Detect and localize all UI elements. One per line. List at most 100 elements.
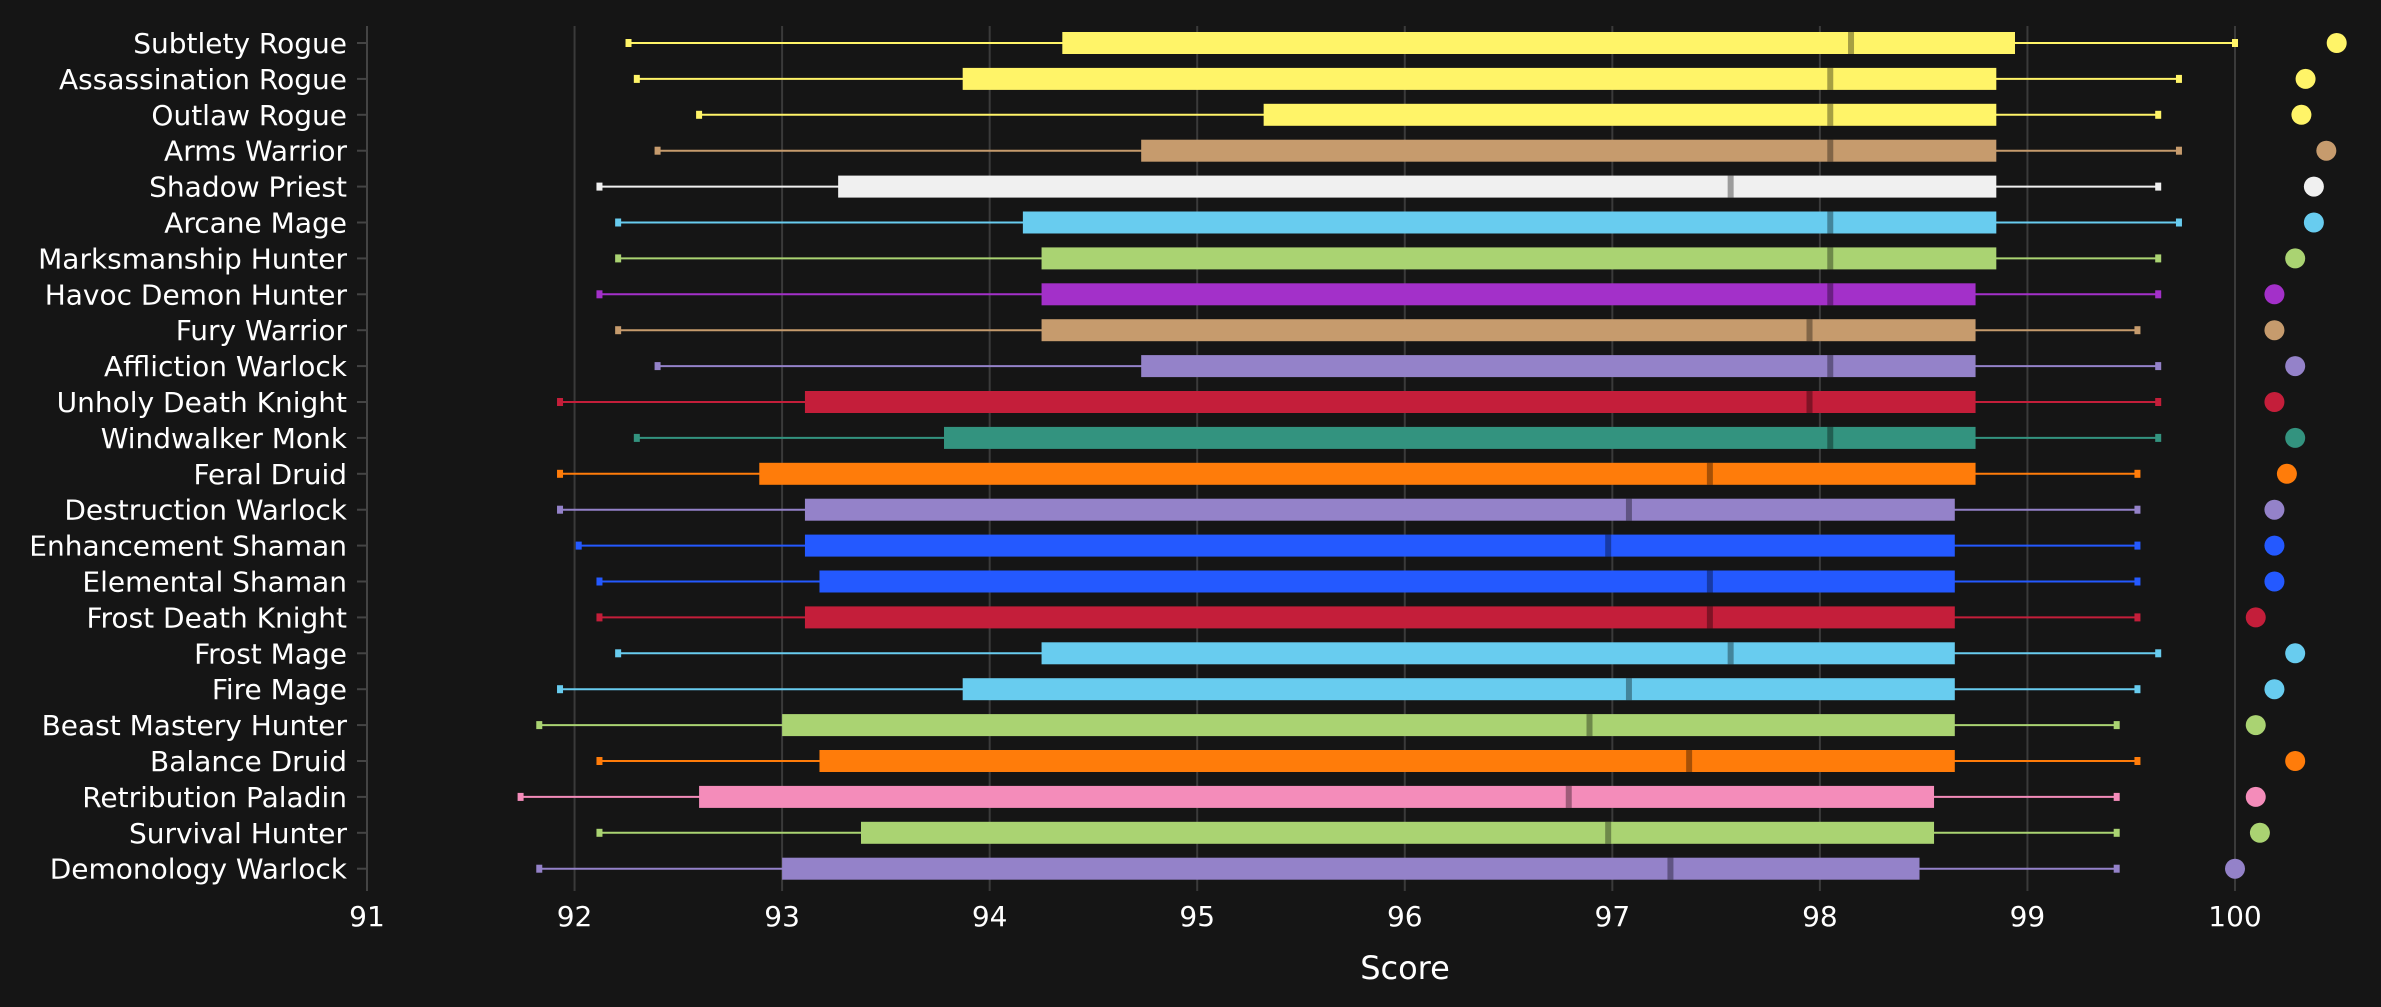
whisker-cap-min	[654, 362, 661, 371]
box-row: Enhancement Shaman	[29, 530, 2285, 563]
whisker-cap-min	[615, 326, 622, 335]
iqr-box	[944, 426, 1976, 449]
iqr-box	[804, 498, 1955, 521]
median-marker	[1706, 606, 1713, 629]
whisker-cap-min	[596, 290, 603, 299]
whisker-cap-max	[2113, 828, 2120, 837]
iqr-box	[1141, 139, 1997, 162]
iqr-box	[962, 67, 1997, 90]
median-marker	[1806, 319, 1813, 342]
box-row: Fire Mage	[212, 673, 2285, 706]
box-row: Elemental Shaman	[82, 566, 2285, 599]
whisker-cap-min	[696, 110, 703, 119]
whisker-cap-min	[615, 218, 622, 227]
top-score-dot	[2326, 33, 2347, 53]
category-label: Frost Mage	[194, 637, 347, 670]
median-marker	[1586, 714, 1593, 737]
iqr-box	[1041, 642, 1955, 665]
box-row: Assassination Rogue	[59, 63, 2316, 96]
whisker-cap-min	[557, 469, 564, 478]
whisker-cap-max	[2155, 398, 2162, 406]
whisker-cap-min	[654, 146, 661, 155]
whisker-cap-max	[2175, 218, 2182, 227]
box-row: Feral Druid	[193, 458, 2297, 491]
whisker-cap-max	[2155, 362, 2162, 371]
iqr-box	[759, 462, 1976, 485]
whisker-cap-min	[596, 182, 603, 191]
median-marker	[1625, 678, 1632, 701]
iqr-box	[782, 857, 1920, 880]
x-tick-label: 95	[1179, 900, 1215, 933]
top-score-dot	[2285, 643, 2306, 664]
median-marker	[1827, 247, 1834, 270]
median-marker	[1686, 750, 1693, 772]
top-score-dot	[2245, 607, 2266, 628]
whisker-cap-max	[2134, 505, 2141, 514]
x-tick-label: 99	[2010, 900, 2046, 933]
whisker-cap-min	[615, 254, 622, 263]
top-score-dot	[2303, 176, 2324, 197]
median-marker	[1727, 642, 1734, 665]
iqr-box	[1041, 283, 1976, 306]
whisker-cap-min	[615, 649, 622, 658]
x-tick-label: 91	[349, 900, 385, 933]
whisker-cap-max	[2113, 792, 2120, 801]
top-score-dot	[2295, 68, 2316, 89]
median-marker	[1827, 211, 1834, 234]
category-label: Affliction Warlock	[104, 350, 348, 383]
median-marker	[1827, 426, 1834, 449]
top-score-dot	[2285, 248, 2306, 269]
x-axis-ticks: 91 92 93 94 95 96 97 98 99 100	[349, 900, 2262, 933]
whisker-cap-min	[633, 433, 640, 442]
iqr-box	[1263, 103, 1997, 126]
box-row: Survival Hunter	[129, 817, 2270, 850]
iqr-box	[804, 534, 1955, 557]
whisker-cap-min	[596, 577, 603, 586]
median-marker	[1848, 32, 1855, 54]
median-marker	[1565, 785, 1572, 808]
top-score-dot	[2264, 320, 2285, 341]
whisker-cap-min	[536, 864, 543, 873]
category-label: Fire Mage	[212, 673, 347, 706]
median-marker	[1827, 103, 1834, 126]
median-marker	[1667, 857, 1674, 880]
iqr-box	[1062, 32, 2015, 54]
box-row: Balance Druid	[150, 745, 2306, 778]
top-score-dot	[2316, 140, 2337, 161]
grid-lines	[573, 26, 2236, 891]
box-row: Havoc Demon Hunter	[45, 278, 2285, 311]
iqr-box	[804, 606, 1955, 629]
x-axis-title: Score	[1360, 949, 1450, 987]
category-label: Fury Warrior	[176, 314, 348, 347]
top-score-dot	[2225, 858, 2245, 879]
whisker-cap-min	[596, 613, 603, 622]
whisker-cap-min	[625, 39, 632, 47]
box-row: Shadow Priest	[149, 171, 2324, 204]
whisker-cap-max	[2175, 74, 2182, 83]
whisker-cap-max	[2232, 39, 2238, 47]
box-row: Marksmanship Hunter	[38, 242, 2306, 275]
category-label: Arms Warrior	[164, 135, 347, 168]
whisker-cap-max	[2134, 757, 2141, 765]
top-score-dot	[2264, 571, 2285, 592]
iqr-box	[1141, 355, 1976, 378]
iqr-box	[860, 821, 1935, 844]
whisker-cap-min	[596, 828, 603, 837]
top-score-dot	[2285, 427, 2306, 448]
whisker-cap-max	[2155, 433, 2162, 442]
x-tick-label: 96	[1387, 900, 1423, 933]
category-label: Unholy Death Knight	[57, 386, 347, 419]
box-row: Retribution Paladin	[82, 781, 2266, 814]
box-row: Arcane Mage	[164, 207, 2324, 240]
category-label: Demonology Warlock	[50, 853, 348, 886]
median-marker	[1827, 67, 1834, 90]
box-row: Affliction Warlock	[104, 350, 2306, 383]
whisker-cap-max	[2155, 182, 2162, 191]
top-score-dot	[2285, 751, 2306, 771]
whisker-cap-max	[2155, 110, 2162, 119]
whisker-cap-min	[633, 74, 640, 83]
iqr-box	[1041, 247, 1997, 270]
median-marker	[1706, 462, 1713, 485]
whisker-cap-max	[2113, 864, 2120, 873]
